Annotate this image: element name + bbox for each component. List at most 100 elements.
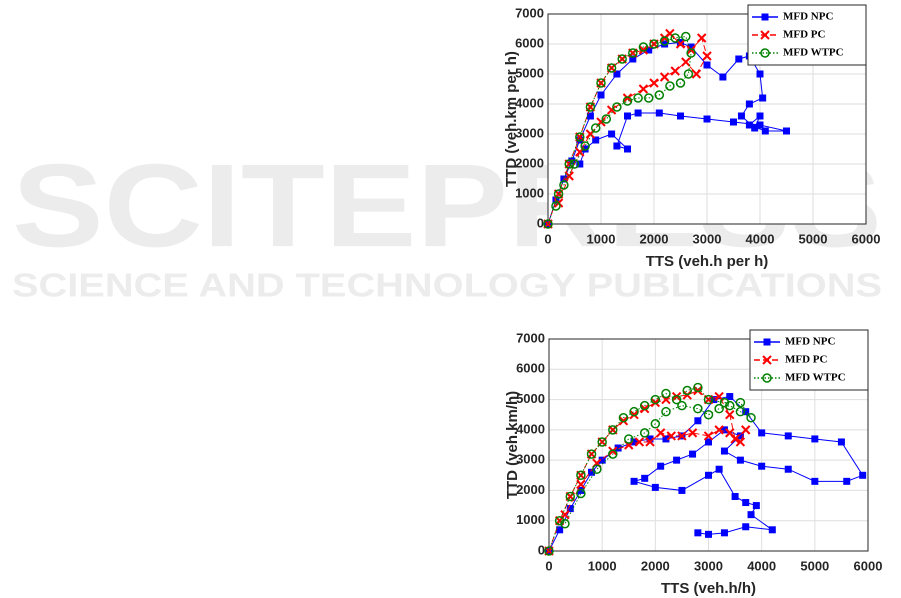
data-point <box>745 121 753 129</box>
data-point <box>677 112 684 120</box>
data-point <box>741 425 751 435</box>
data-point <box>543 219 553 229</box>
data-point <box>670 33 680 43</box>
data-point <box>630 438 638 446</box>
data-point <box>670 66 680 76</box>
legend-marker <box>761 13 769 21</box>
y-tick-label: 5000 <box>515 65 544 80</box>
data-point <box>576 136 584 144</box>
data-point <box>811 435 819 443</box>
data-point <box>586 449 597 459</box>
data-point <box>705 438 712 446</box>
data-point <box>710 396 718 404</box>
data-point <box>703 61 711 69</box>
data-point <box>677 39 684 46</box>
x-tick-label: 3000 <box>693 231 722 246</box>
legend-marker <box>763 338 771 346</box>
data-point <box>601 114 612 124</box>
x-tick-label: 2000 <box>640 231 669 246</box>
data-point <box>657 462 665 470</box>
y-tick-label: 3000 <box>516 452 545 467</box>
data-point <box>687 428 698 438</box>
data-point <box>565 491 576 502</box>
x-tick-label: 3000 <box>694 558 723 573</box>
data-point <box>585 102 596 112</box>
data-point <box>551 201 561 211</box>
data-point <box>592 136 600 144</box>
data-point <box>560 518 570 529</box>
data-point <box>714 425 724 435</box>
data-point <box>624 112 631 120</box>
data-point <box>683 69 694 79</box>
data-point <box>628 48 638 58</box>
data-point <box>608 425 618 435</box>
data-point <box>638 42 649 52</box>
x-tick-label: 4000 <box>747 558 776 573</box>
data-point <box>661 40 669 48</box>
data-point <box>726 393 734 401</box>
data-point <box>694 529 702 537</box>
data-point <box>553 189 564 199</box>
data-point <box>598 456 606 464</box>
data-point <box>681 31 691 42</box>
x-tick-label: 4000 <box>746 231 775 246</box>
legend-marker <box>762 355 772 365</box>
data-point <box>645 46 653 54</box>
y-tick-label: 7000 <box>516 330 545 345</box>
data-point <box>564 171 574 181</box>
data-point <box>650 394 661 405</box>
data-point <box>665 81 675 91</box>
data-point <box>686 45 696 55</box>
data-point <box>606 63 617 73</box>
data-point <box>745 100 753 108</box>
data-point <box>677 400 687 411</box>
data-point <box>859 471 867 479</box>
data-point <box>725 410 735 420</box>
data-point <box>629 410 639 420</box>
data-point <box>622 93 633 103</box>
data-point <box>720 529 728 537</box>
data-point <box>720 426 728 434</box>
data-point <box>752 502 760 510</box>
data-point <box>559 180 569 190</box>
data-point <box>614 444 622 452</box>
y-tick-label: 6000 <box>515 35 544 50</box>
data-point <box>661 388 671 399</box>
data-point <box>597 437 607 447</box>
data-point <box>837 438 845 446</box>
data-point <box>590 123 601 133</box>
data-point <box>725 428 735 438</box>
data-point <box>580 141 590 151</box>
data-point <box>783 127 790 135</box>
data-point <box>784 432 792 440</box>
data-point <box>634 109 642 117</box>
data-point <box>554 515 565 526</box>
data-point <box>751 124 759 132</box>
data-point <box>618 412 629 423</box>
data-point <box>696 33 707 43</box>
y-tick-label: 6000 <box>516 361 545 376</box>
data-point <box>651 483 659 491</box>
data-point <box>638 45 649 55</box>
legend-marker <box>762 373 772 383</box>
data-point <box>689 450 697 458</box>
data-point <box>761 127 769 135</box>
x-tick-label: 1000 <box>588 558 617 573</box>
data-point <box>682 385 692 396</box>
data-point <box>662 435 670 443</box>
plot-frame <box>547 13 867 225</box>
data-point <box>703 409 714 420</box>
data-point <box>575 132 585 142</box>
data-point <box>588 468 596 476</box>
data-point <box>645 437 655 447</box>
data-point <box>576 470 586 481</box>
data-point <box>746 412 756 423</box>
data-point <box>581 145 589 153</box>
data-point <box>576 160 584 168</box>
data-point <box>756 121 764 129</box>
watermark-subtitle: SCIENCE AND TECHNOLOGY PUBLICATIONS <box>12 267 882 304</box>
data-point <box>784 465 792 473</box>
data-point <box>719 73 727 81</box>
data-point <box>758 462 766 470</box>
